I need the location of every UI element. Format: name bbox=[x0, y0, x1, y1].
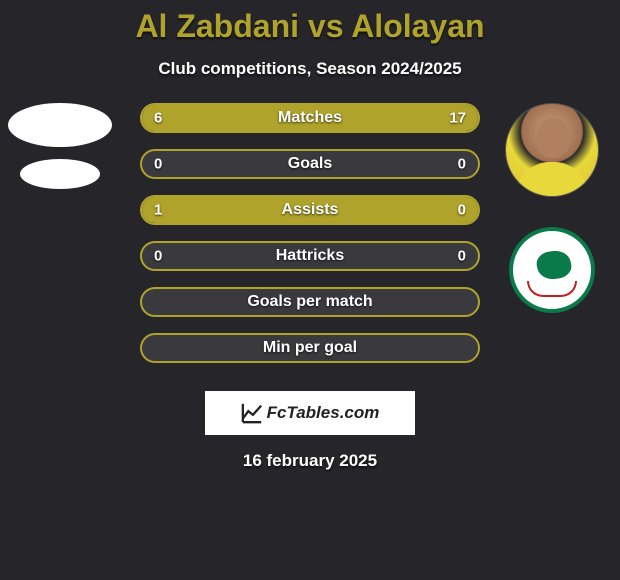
stat-row: Goals per match bbox=[140, 287, 480, 317]
comparison-chart: 617Matches 00Goals 10Assists 00Hattricks Goa… bbox=[0, 103, 620, 383]
right-player-column bbox=[492, 103, 612, 313]
stat-label: Min per goal bbox=[142, 339, 478, 357]
chart-icon bbox=[241, 402, 263, 424]
stat-row: 10Assists bbox=[140, 195, 480, 225]
subtitle: Club competitions, Season 2024/2025 bbox=[0, 59, 620, 79]
attribution-badge: FcTables.com bbox=[205, 391, 415, 435]
stat-label: Matches bbox=[142, 109, 478, 127]
stat-label: Goals per match bbox=[142, 293, 478, 311]
stat-label: Assists bbox=[142, 201, 478, 219]
player2-name: Alolayan bbox=[351, 8, 484, 44]
player2-club-logo bbox=[509, 227, 595, 313]
left-player-column bbox=[0, 103, 120, 201]
player1-club-placeholder bbox=[20, 159, 100, 189]
stat-label: Goals bbox=[142, 155, 478, 173]
vs-text: vs bbox=[308, 8, 344, 44]
stat-bars: 617Matches 00Goals 10Assists 00Hattricks Goa… bbox=[140, 103, 480, 379]
stat-row: 00Hattricks bbox=[140, 241, 480, 271]
snapshot-date: 16 february 2025 bbox=[0, 451, 620, 471]
player2-avatar bbox=[505, 103, 599, 197]
stat-row: 00Goals bbox=[140, 149, 480, 179]
comparison-title: Al Zabdani vs Alolayan bbox=[0, 0, 620, 45]
stat-label: Hattricks bbox=[142, 247, 478, 265]
attribution-text: FcTables.com bbox=[267, 403, 380, 423]
stat-row: 617Matches bbox=[140, 103, 480, 133]
player1-avatar-placeholder bbox=[8, 103, 112, 147]
player1-name: Al Zabdani bbox=[135, 8, 299, 44]
stat-row: Min per goal bbox=[140, 333, 480, 363]
